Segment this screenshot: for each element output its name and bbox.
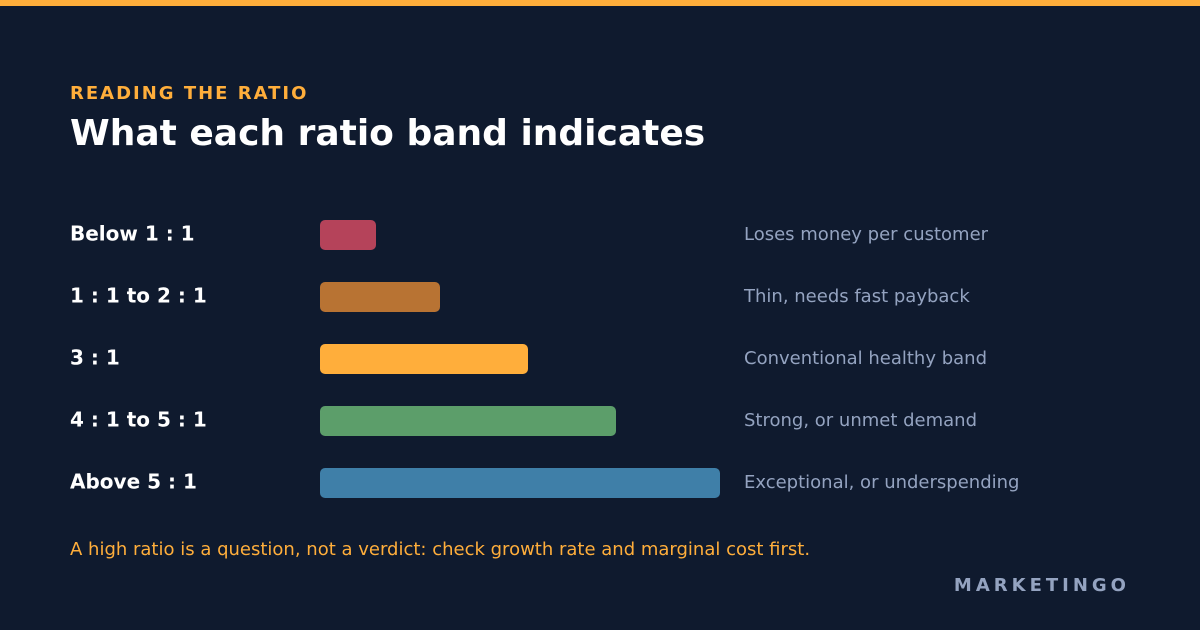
annotation: Loses money per customer <box>744 224 989 245</box>
category-label: 1 : 1 to 2 : 1 <box>70 284 207 308</box>
annotation: Exceptional, or underspending <box>744 472 1019 493</box>
annotation: Strong, or unmet demand <box>744 410 977 431</box>
annotation: Conventional healthy band <box>744 348 987 369</box>
bar <box>320 468 720 498</box>
category-label: 4 : 1 to 5 : 1 <box>70 408 207 432</box>
top-accent <box>0 0 1200 6</box>
footnote: A high ratio is a question, not a verdic… <box>70 539 810 560</box>
annotation: Thin, needs fast payback <box>743 286 970 307</box>
eyebrow: READING THE RATIO <box>70 83 308 104</box>
category-label: 3 : 1 <box>70 346 120 370</box>
brand: MARKETINGO <box>954 575 1130 596</box>
category-label: Above 5 : 1 <box>70 470 197 494</box>
chart-title: What each ratio band indicates <box>70 113 705 154</box>
bar <box>320 344 528 374</box>
bar <box>320 220 376 250</box>
bar <box>320 406 616 436</box>
category-label: Below 1 : 1 <box>70 222 195 246</box>
bar <box>320 282 440 312</box>
